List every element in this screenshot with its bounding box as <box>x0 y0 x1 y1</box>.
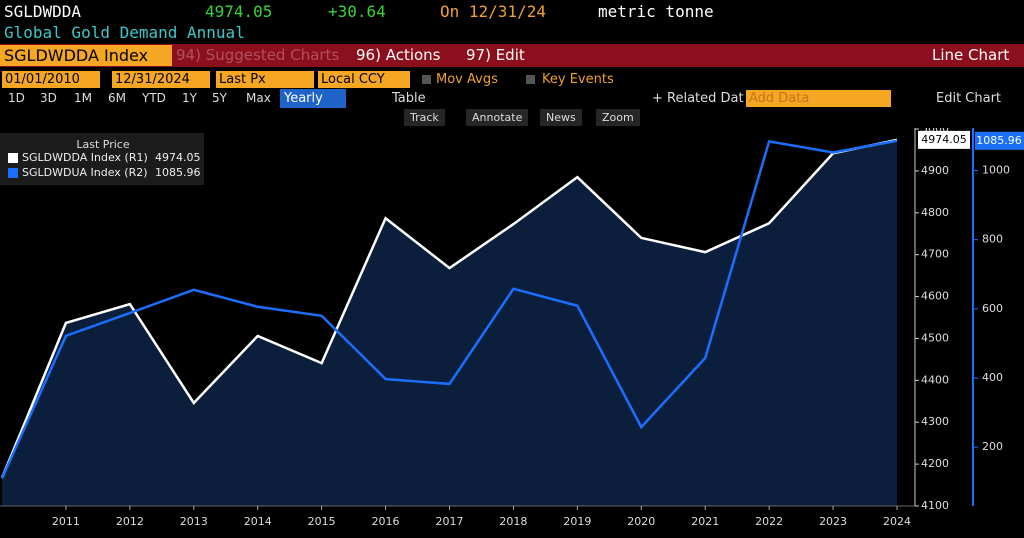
frequency[interactable]: Yearly <box>280 89 346 108</box>
x-tick-label: 2012 <box>116 515 144 528</box>
date: On 12/31/24 <box>440 2 546 21</box>
y2-tick-label: 1000 <box>982 164 1010 177</box>
period-button[interactable]: 5Y <box>212 91 227 105</box>
period-button[interactable]: YTD <box>142 91 166 105</box>
series-line <box>0 138 898 479</box>
y2-tick-label: 400 <box>982 371 1003 384</box>
last-value: 1085.96 <box>976 134 1022 147</box>
last-value-tag <box>918 130 970 149</box>
period-button[interactable]: 1M <box>74 91 92 105</box>
x-tick-label: 2015 <box>308 515 336 528</box>
last-price: 4974.05 <box>205 2 273 21</box>
y2-tick-label: 600 <box>982 302 1003 315</box>
x-tick-label: 2021 <box>691 515 719 528</box>
legend-label: SGLDWDUA Index (R2) <box>22 166 148 179</box>
y-tick-label: 4300 <box>921 415 949 428</box>
y-tick-label: 4900 <box>921 164 949 177</box>
tool-button[interactable]: Annotate <box>466 109 529 126</box>
actions-menu[interactable]: 96) Actions <box>356 46 441 64</box>
x-tick-label: 2011 <box>52 515 80 528</box>
y-tick-label: 4400 <box>921 373 949 386</box>
x-tick-label: 2017 <box>436 515 464 528</box>
checkbox[interactable] <box>422 75 431 84</box>
security-field[interactable]: SGLDWDDA Index <box>0 45 172 66</box>
legend-label: SGLDWDDA Index (R1) <box>22 151 148 164</box>
tool-button[interactable]: Track <box>404 109 445 126</box>
y2-tick-label: 800 <box>982 233 1003 246</box>
x-tick-label: 2019 <box>563 515 591 528</box>
period-button[interactable]: 1D <box>8 91 25 105</box>
menu-bar <box>0 44 1024 67</box>
tool-button[interactable]: News <box>540 109 582 126</box>
edit-chart[interactable]: Edit Chart <box>936 91 1002 106</box>
chart: 2011 2012 2013 2014 2015 2016 2017 2018 2019 2020… <box>0 128 1024 528</box>
chart-type[interactable]: Line Chart <box>932 46 1010 64</box>
y2-tick-label: 200 <box>982 440 1003 453</box>
unit: metric tonne <box>598 2 714 21</box>
edit-menu[interactable]: 97) Edit <box>466 46 525 64</box>
x-tick-label: 2014 <box>244 515 272 528</box>
add-data[interactable]: Add Data <box>746 90 891 107</box>
mov-avgs[interactable]: Mov Avgs <box>436 72 498 87</box>
legend-box <box>0 133 204 185</box>
y-tick-label: 4700 <box>921 248 949 261</box>
period-button[interactable]: Max <box>246 91 271 105</box>
x-tick-label: 2022 <box>755 515 783 528</box>
description: Global Gold Demand Annual <box>4 23 245 42</box>
legend-value: 1085.96 <box>155 166 201 179</box>
related-data[interactable]: + Related Dat <box>652 91 744 106</box>
checkbox[interactable] <box>526 75 535 84</box>
tool-button[interactable]: Zoom <box>596 109 640 126</box>
x-tick-label: 2016 <box>372 515 400 528</box>
ticker: SGLDWDDA <box>4 2 82 21</box>
start-date[interactable]: 01/01/2010 <box>2 71 100 88</box>
y-tick-label: 4600 <box>921 290 949 303</box>
area-fill <box>2 139 897 506</box>
currency[interactable]: Local CCY <box>318 71 410 88</box>
legend-value: 4974.05 <box>155 151 201 164</box>
x-tick-label: 2013 <box>180 515 208 528</box>
key-events[interactable]: Key Events <box>542 72 614 87</box>
x-tick-label: 2018 <box>499 515 527 528</box>
x-tick-label: 2023 <box>819 515 847 528</box>
end-date[interactable]: 12/31/2024 <box>112 71 210 88</box>
period-button[interactable]: 3D <box>40 91 57 105</box>
series-line <box>0 139 898 479</box>
y-tick-label: 4100 <box>921 499 949 512</box>
period-button[interactable]: 1Y <box>182 91 197 105</box>
field[interactable]: Last Px <box>216 71 314 88</box>
legend-swatch <box>8 153 18 163</box>
last-value-tag <box>975 131 1024 150</box>
last-value: 4974.05 <box>921 133 967 146</box>
period-button[interactable]: 6M <box>108 91 126 105</box>
x-tick-label: 2024 <box>883 515 911 528</box>
y-tick-label: 4200 <box>921 457 949 470</box>
change: +30.64 <box>328 2 386 21</box>
y-tick-label: 4500 <box>921 331 949 344</box>
x-tick-label: 2020 <box>627 515 655 528</box>
table-button[interactable]: Table <box>392 91 426 106</box>
y-tick-label: 4800 <box>921 206 949 219</box>
suggested-charts[interactable]: 94) Suggested Charts <box>176 46 340 64</box>
legend-title: Last Price <box>76 138 129 151</box>
legend-swatch <box>8 168 18 178</box>
